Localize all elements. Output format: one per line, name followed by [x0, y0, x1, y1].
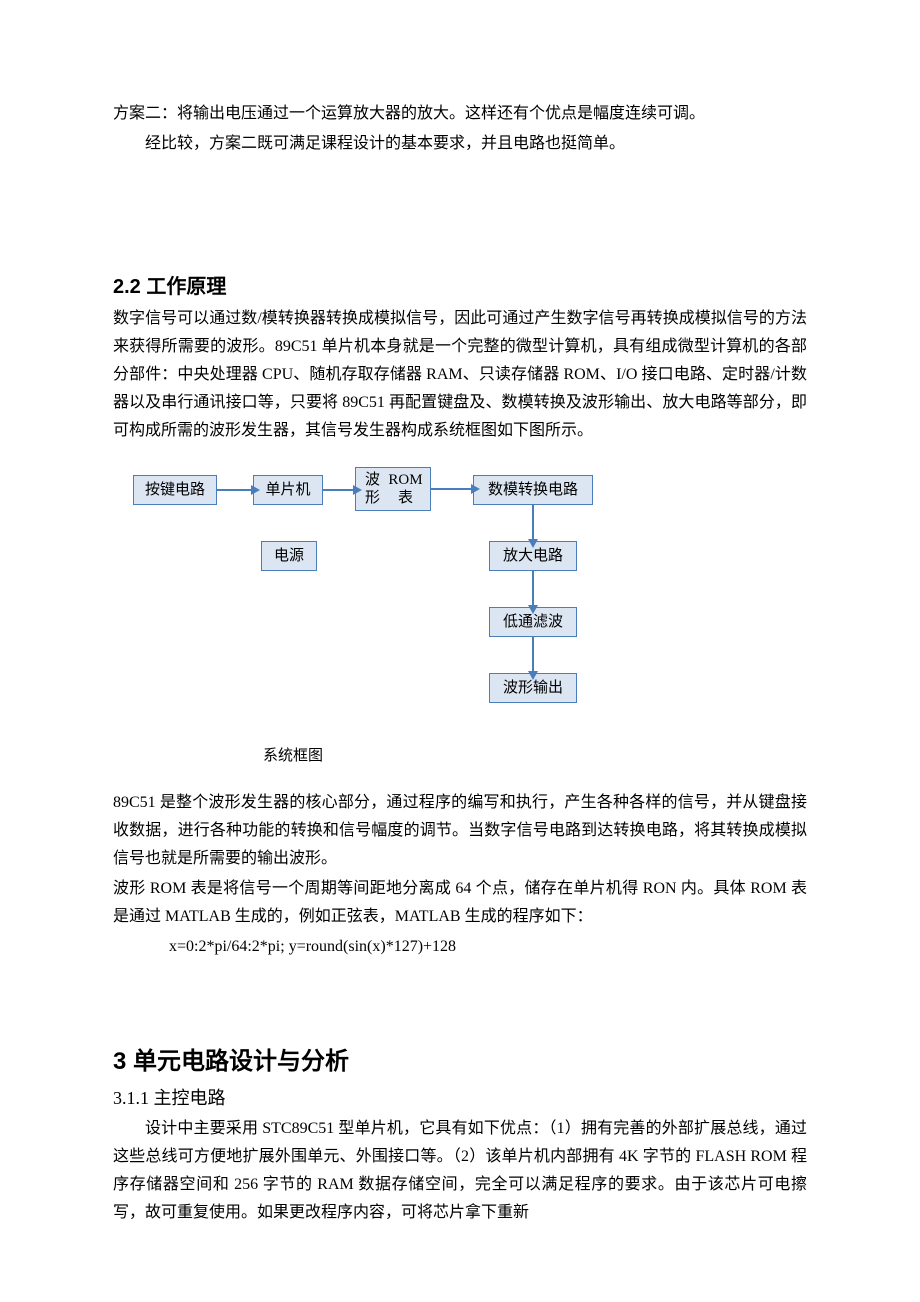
arrow-head-icon	[528, 671, 538, 680]
flowchart-arrow	[217, 489, 253, 491]
system-flowchart: 按键电路单片机波形ROM表数模转换电路电源放大电路低通滤波波形输出	[123, 455, 633, 735]
matlab-code: x=0:2*pi/64:2*pi; y=round(sin(x)*127)+12…	[169, 933, 807, 961]
flowchart-node-dac: 数模转换电路	[473, 475, 593, 505]
flowchart-node-rom: 波形ROM表	[355, 467, 431, 511]
heading-3-1-1: 3.1.1 主控电路	[113, 1083, 807, 1115]
heading-2-2: 2.2 工作原理	[113, 270, 807, 305]
flowchart-node-mcu: 单片机	[253, 475, 323, 505]
flowchart-node-pwr: 电源	[261, 541, 317, 571]
flowchart-node-keys: 按键电路	[133, 475, 217, 505]
flowchart-arrow	[532, 571, 534, 607]
arrow-head-icon	[471, 484, 480, 494]
flowchart-caption: 系统框图	[123, 743, 463, 769]
spacer	[113, 160, 807, 270]
arrow-head-icon	[528, 605, 538, 614]
after-chart-p1: 89C51 是整个波形发生器的核心部分，通过程序的编写和执行，产生各种各样的信号…	[113, 789, 807, 873]
spacer	[113, 963, 807, 1041]
spacer	[113, 775, 807, 789]
flowchart-container: 按键电路单片机波形ROM表数模转换电路电源放大电路低通滤波波形输出 系统框图	[113, 455, 807, 769]
flowchart-arrow	[323, 489, 355, 491]
after-chart-p2: 波形 ROM 表是将信号一个周期等间距地分离成 64 个点，储存在单片机得 RO…	[113, 875, 807, 931]
arrow-head-icon	[353, 485, 362, 495]
flowchart-arrow	[532, 637, 534, 673]
flowchart-arrow	[532, 505, 534, 541]
page: 方案二：将输出电压通过一个运算放大器的放大。这样还有个优点是幅度连续可调。 经比…	[0, 0, 920, 1302]
arrow-head-icon	[251, 485, 260, 495]
intro-p2: 经比较，方案二既可满足课程设计的基本要求，并且电路也挺简单。	[113, 130, 807, 158]
heading-3: 3 单元电路设计与分析	[113, 1041, 807, 1083]
flowchart-arrow	[431, 488, 473, 490]
arrow-head-icon	[528, 539, 538, 548]
intro-p1: 方案二：将输出电压通过一个运算放大器的放大。这样还有个优点是幅度连续可调。	[113, 100, 807, 128]
section-3-body: 设计中主要采用 STC89C51 型单片机，它具有如下优点：（1）拥有完善的外部…	[113, 1115, 807, 1227]
section-2-2-body: 数字信号可以通过数/模转换器转换成模拟信号，因此可通过产生数字信号再转换成模拟信…	[113, 305, 807, 445]
